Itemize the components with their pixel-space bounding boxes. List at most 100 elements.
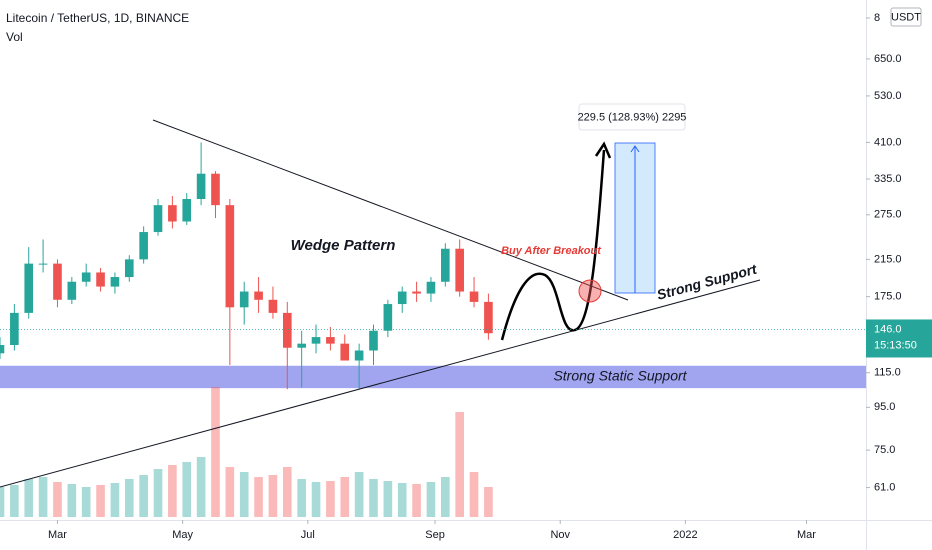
volume-bar (369, 479, 378, 517)
candle-body (282, 312, 292, 348)
candle-body (354, 350, 364, 361)
volume-bar (53, 482, 62, 517)
volume-bar (354, 472, 364, 517)
candle-body (340, 343, 350, 361)
wedge-label: Wedge Pattern (291, 237, 396, 254)
x-tick-label: Jul (301, 529, 315, 541)
x-tick-label: Nov (550, 529, 570, 541)
y-tick-label: 530.0 (874, 90, 902, 102)
buy-label: Buy After Breakout (501, 245, 602, 257)
candle-body (10, 312, 19, 346)
candle-body (211, 173, 220, 206)
volume-bar (10, 485, 19, 517)
candle-body (426, 281, 436, 294)
candle-body (311, 337, 321, 344)
candle-body (326, 337, 335, 344)
volume-bar (139, 475, 148, 517)
y-tick-label: 175.0 (874, 291, 902, 303)
candle-body (254, 291, 263, 300)
volume-bar (182, 462, 192, 517)
last-price-label: 146.0 (874, 323, 902, 335)
candle-body (81, 272, 91, 282)
candle-body (110, 277, 120, 287)
volume-bar (469, 472, 479, 517)
projection-arrow-head (594, 141, 612, 159)
candle-body (0, 345, 5, 354)
candle-body (196, 173, 206, 200)
y-tick-label: 410.0 (874, 136, 902, 148)
measure-label-box (578, 103, 686, 131)
axes: 61.0 75.0 95.0 115.0 175.0 215.0 275.0 335.0 410… (0, 12, 932, 541)
volume-bar (38, 477, 48, 517)
volume-bar (168, 465, 177, 517)
volume-bar (426, 482, 436, 517)
candle-body (153, 205, 163, 233)
candle-body (297, 343, 306, 348)
candle-body (168, 205, 177, 222)
volume-bar (282, 467, 292, 517)
candle-body (225, 205, 235, 308)
candle-layer (0, 142, 493, 390)
candle-body (268, 299, 278, 313)
countdown-label: 15:13:50 (874, 339, 917, 351)
volume-bar (153, 469, 163, 517)
x-tick-label: Mar (797, 529, 816, 541)
volume-bar (196, 457, 206, 517)
y-tick-label: 75.0 (874, 444, 895, 456)
candle-body (455, 248, 464, 292)
candle-body (383, 304, 393, 331)
y-tick-label: 61.0 (874, 481, 895, 493)
currency-label[interactable]: USDT (891, 11, 921, 23)
volume-layer (0, 387, 493, 517)
volume-bar (67, 484, 77, 517)
volume-bar (326, 481, 335, 517)
currency-badge[interactable] (890, 7, 922, 27)
candle-body (24, 263, 34, 313)
volume-bar (24, 479, 34, 517)
y-tick-label: 115.0 (874, 367, 901, 379)
breakout-marker (578, 279, 602, 303)
measure-arrow-head (630, 145, 640, 153)
candle-body (182, 199, 192, 222)
candle-body (53, 263, 62, 300)
y-tick-label: 95.0 (874, 401, 895, 413)
candle-body (412, 291, 421, 294)
volume-bar (397, 483, 407, 517)
chart-title: Litecoin / TetherUS, 1D, BINANCE (6, 11, 189, 25)
volume-bar (110, 483, 120, 517)
x-tick-label: 2022 (673, 529, 697, 541)
x-tick-label: May (172, 529, 193, 541)
volume-bar (297, 479, 306, 517)
y-tick-label: 275.0 (874, 209, 902, 221)
x-tick-label: Sep (425, 529, 445, 541)
support-zone-layer (0, 365, 866, 389)
candle-body (67, 281, 77, 300)
volume-bar (311, 482, 321, 517)
last-price-badge (866, 319, 932, 358)
candle-body (484, 301, 493, 334)
volume-bar (340, 477, 350, 517)
candle-body (369, 330, 378, 351)
volume-legend: Vol (6, 30, 23, 44)
volume-bar (383, 481, 393, 517)
measure-label: 229.5 (128.93%) 2295 (578, 111, 687, 123)
volume-bar (81, 487, 91, 517)
resistance-trendline (152, 119, 629, 301)
candle-body (239, 291, 249, 308)
candle-body (441, 248, 450, 282)
x-tick-label: Mar (48, 529, 67, 541)
volume-bar (455, 412, 464, 517)
candle-body (38, 263, 48, 265)
volume-bar (268, 475, 278, 517)
candle-body (469, 291, 479, 302)
support-trendline (0, 279, 761, 488)
volume-bar (441, 477, 450, 517)
volume-bar (412, 484, 421, 517)
volume-bar (0, 487, 5, 517)
volume-bar (254, 477, 263, 517)
y-tick-label: 650.0 (874, 53, 902, 65)
candle-body (139, 232, 148, 260)
y-tick-label: 335.0 (874, 173, 902, 185)
